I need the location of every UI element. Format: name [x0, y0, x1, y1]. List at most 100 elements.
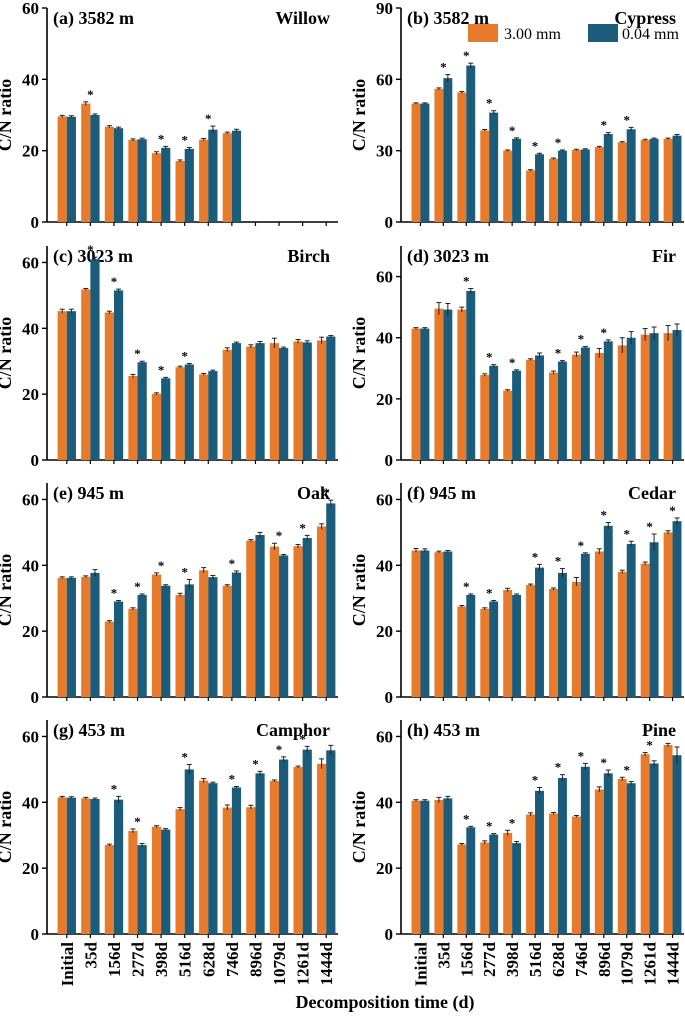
bar-004mm-628d	[208, 371, 218, 460]
x-tick-label: 277d	[480, 941, 499, 977]
species-label: Oak	[297, 483, 330, 503]
x-tick-label: 516d	[176, 941, 195, 977]
y-tick-label: 0	[385, 213, 394, 232]
bar-004mm-Initial	[420, 328, 430, 460]
y-tick-label: 20	[22, 859, 39, 878]
y-axis-title: C/N ratio	[0, 554, 15, 626]
bar-004mm-1079d	[626, 129, 636, 222]
significance-star: *	[229, 556, 236, 571]
bar-004mm-1079d	[626, 337, 636, 460]
bar-004mm-398d	[512, 843, 522, 934]
bar-004mm-1444d	[326, 336, 336, 460]
bar-3mm-277d	[128, 608, 138, 697]
bar-004mm-516d	[535, 790, 544, 934]
bar-3mm-1079d	[617, 571, 627, 697]
y-tick-label: 40	[22, 319, 39, 338]
y-tick-label: 0	[385, 451, 394, 470]
significance-star: *	[509, 815, 516, 830]
bar-004mm-Initial	[420, 103, 430, 222]
y-tick-label: 40	[376, 793, 393, 812]
species-label: Cedar	[628, 483, 676, 503]
significance-star: *	[111, 274, 118, 289]
bar-004mm-516d	[535, 355, 544, 460]
bar-3mm-35d	[434, 800, 444, 934]
significance-star: *	[323, 485, 330, 500]
bar-3mm-277d	[128, 830, 138, 934]
panel-label: (d) 3023 m	[407, 246, 489, 267]
bar-3mm-156d	[457, 309, 467, 460]
x-tick-label: 1079d	[618, 941, 637, 985]
bar-3mm-896d	[594, 789, 604, 934]
bar-004mm-Initial	[66, 797, 76, 934]
significance-star: *	[486, 96, 493, 111]
significance-star: *	[134, 346, 141, 361]
y-tick-label: 0	[385, 688, 394, 707]
bar-004mm-35d	[90, 115, 100, 222]
bar-004mm-896d	[255, 343, 265, 460]
bar-3mm-156d	[457, 606, 467, 697]
y-tick-label: 60	[22, 0, 39, 18]
legend-swatch-004mm	[588, 24, 618, 42]
bar-3mm-156d	[457, 844, 467, 934]
bar-004mm-896d	[255, 535, 265, 697]
x-tick-label: 398d	[503, 941, 522, 977]
bar-3mm-746d	[571, 149, 581, 222]
bar-3mm-398d	[503, 832, 513, 934]
y-tick-label: 0	[385, 925, 394, 944]
significance-star: *	[463, 811, 470, 826]
bar-004mm-1444d	[672, 330, 682, 460]
bar-3mm-1444d	[663, 745, 673, 934]
bar-004mm-746d	[231, 787, 242, 934]
y-axis-title: C/N ratio	[349, 317, 369, 389]
bar-004mm-398d	[161, 585, 171, 697]
bar-3mm-Initial	[411, 328, 421, 460]
bar-004mm-896d	[603, 525, 613, 697]
bar-3mm-277d	[480, 375, 490, 460]
bar-004mm-156d	[466, 65, 476, 222]
bar-3mm-Initial	[57, 311, 67, 460]
significance-star: *	[252, 756, 259, 771]
bar-3mm-Initial	[411, 550, 421, 697]
bar-004mm-1261d	[649, 333, 659, 460]
bar-004mm-516d	[535, 154, 544, 222]
bar-3mm-35d	[434, 308, 444, 460]
legend-label-3mm: 3.00 mm	[504, 26, 561, 43]
y-axis-title: C/N ratio	[0, 791, 15, 863]
panel-a-willow: 0 20 40 60 C/N ratio (a) 3582 m Willow * * * *	[0, 0, 338, 232]
significance-star: *	[463, 48, 470, 63]
significance-star: *	[646, 738, 653, 753]
bar-3mm-746d	[222, 349, 232, 460]
bar-3mm-1261d	[293, 341, 303, 460]
bar-3mm-Initial	[57, 797, 67, 934]
significance-star: *	[486, 586, 493, 601]
bar-3mm-628d	[199, 780, 209, 934]
panel-label: (e) 945 m	[53, 483, 124, 504]
bar-3mm-746d	[571, 354, 581, 460]
significance-star: *	[646, 519, 653, 534]
bar-3mm-35d	[81, 289, 91, 460]
bar-004mm-628d	[557, 361, 567, 460]
y-tick-label: 40	[22, 556, 39, 575]
bar-3mm-Initial	[411, 800, 421, 934]
significance-star: *	[532, 549, 539, 564]
significance-star: *	[276, 528, 283, 543]
bar-004mm-156d	[113, 128, 124, 222]
bar-004mm-156d	[466, 594, 476, 697]
bar-3mm-746d	[222, 807, 232, 934]
panel-d-fir: 0 20 40 60 C/N ratio (d) 3023 m Fir * * * * * *	[349, 246, 684, 470]
significance-star: *	[299, 520, 306, 535]
panel-c-birch: 0 20 40 60 C/N ratio (c) 3023 m Birch * * * * *	[0, 242, 338, 470]
bar-3mm-628d	[199, 374, 209, 460]
bar-3mm-35d	[81, 576, 91, 697]
bar-3mm-277d	[128, 376, 138, 460]
bar-004mm-277d	[137, 139, 147, 222]
bar-3mm-156d	[104, 312, 114, 460]
panel-b-cypress: 0 30 60 90 C/N ratio (b) 3582 m Cypress * * * * * * *…	[349, 0, 684, 232]
significance-star: *	[134, 579, 141, 594]
bar-004mm-896d	[603, 134, 613, 222]
significance-star: *	[205, 111, 212, 126]
significance-star: *	[87, 87, 94, 102]
bar-3mm-1261d	[640, 139, 650, 222]
bar-3mm-516d	[175, 367, 185, 460]
